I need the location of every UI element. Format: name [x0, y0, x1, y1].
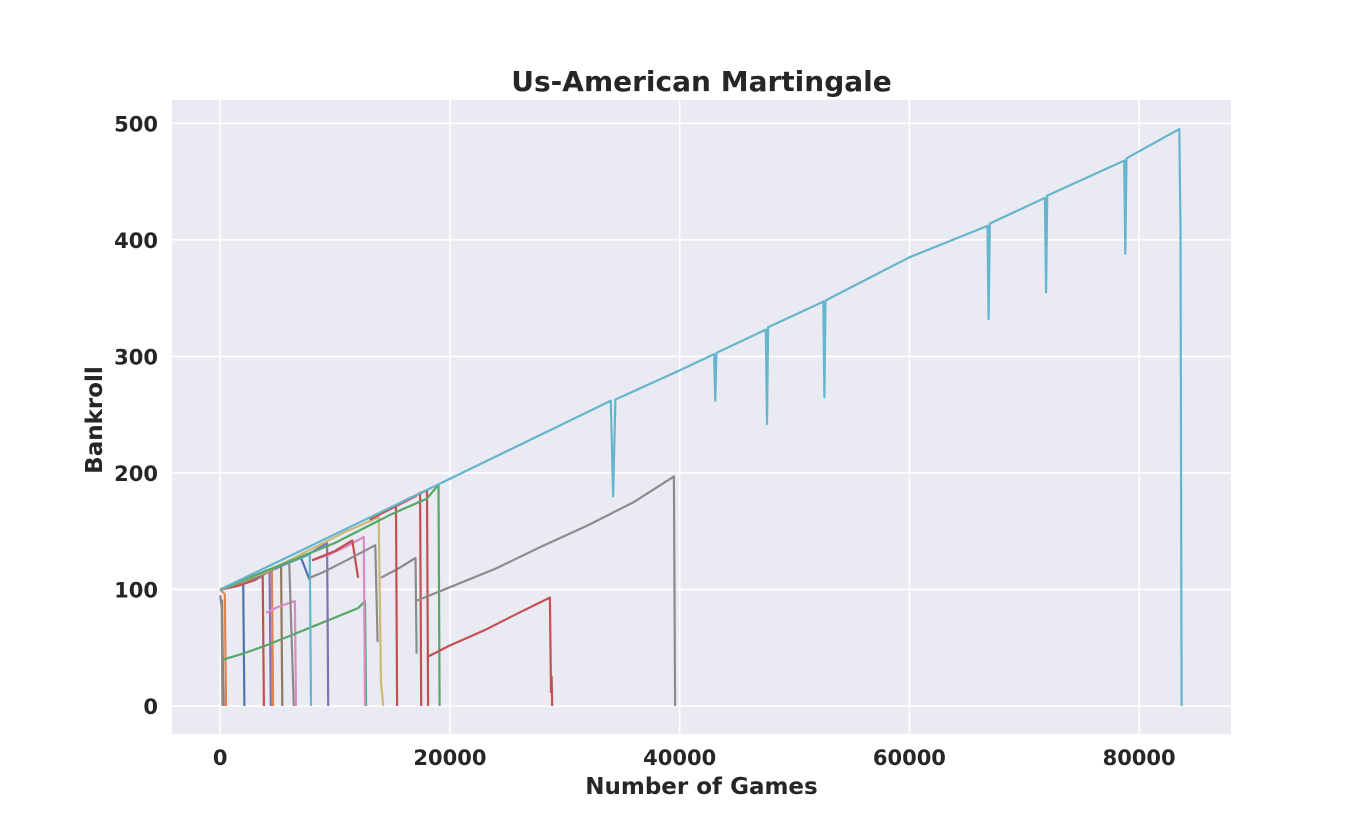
- x-tick-label: 60000: [873, 746, 946, 770]
- x-tick-label: 20000: [413, 746, 486, 770]
- y-tick-label: 100: [114, 578, 158, 602]
- series-line-1: [219, 588, 228, 707]
- series-line-26: [219, 128, 1183, 707]
- grid-lines: [172, 100, 1231, 734]
- y-tick-label: 400: [114, 229, 158, 253]
- y-axis-label: Bankroll: [82, 366, 108, 474]
- series-line-17: [309, 544, 379, 642]
- plot-area: [172, 100, 1231, 734]
- series-line-3: [219, 595, 224, 707]
- series-line-19: [380, 556, 418, 654]
- series-line-10: [223, 599, 368, 707]
- y-tick-label: 200: [114, 462, 158, 486]
- series-line-9: [265, 599, 298, 707]
- series-line-24: [415, 475, 677, 707]
- y-tick-label: 300: [114, 345, 158, 369]
- y-tick-label: 500: [114, 112, 158, 136]
- series-line-16: [311, 539, 360, 578]
- y-tick-label: 0: [143, 695, 158, 719]
- x-tick-label: 0: [213, 746, 228, 770]
- series-line-25: [426, 596, 554, 707]
- series-line-5: [219, 574, 265, 707]
- x-tick-label: 40000: [643, 746, 716, 770]
- x-axis-label: Number of Games: [585, 774, 817, 800]
- tick-labels: 0 20000 40000 60000 80000 0 100 200 300 400 500: [114, 112, 1175, 770]
- series-lines: [219, 128, 1183, 707]
- chart-title: Us-American Martingale: [511, 65, 891, 98]
- x-tick-label: 80000: [1103, 746, 1176, 770]
